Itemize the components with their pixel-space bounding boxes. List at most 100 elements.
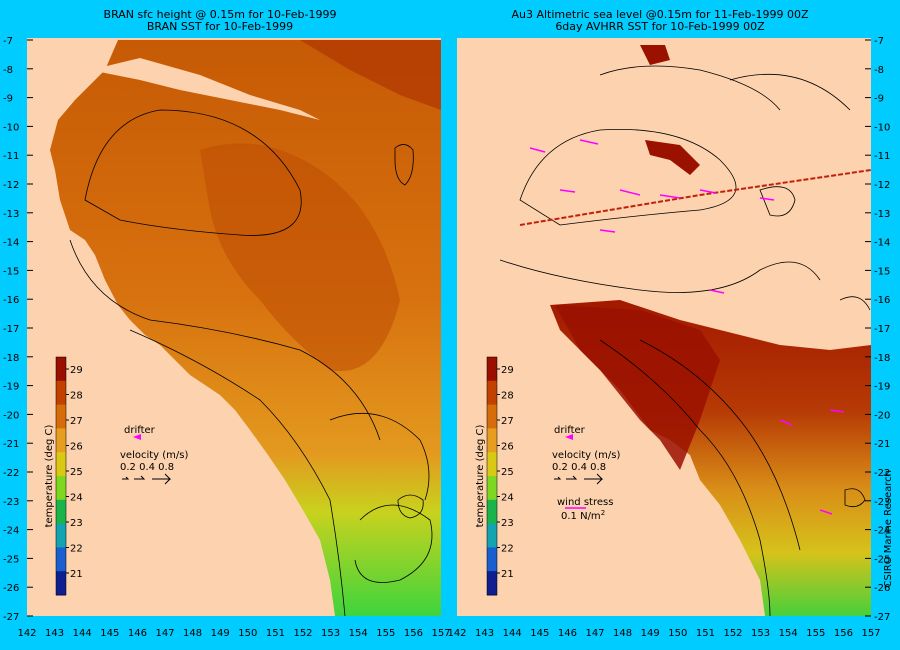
lat-tick-label-left: -18 <box>3 353 19 364</box>
colorbar-right-tick-label: 21 <box>501 569 514 580</box>
lon-tick-label: 156 <box>404 628 423 639</box>
lat-tick-label-left: -21 <box>3 439 19 450</box>
colorbar-right-swatch <box>487 452 497 477</box>
drifter-label-right: drifter <box>554 425 586 436</box>
colorbar-left-swatch <box>56 404 66 429</box>
colorbar-left-swatch <box>56 547 66 572</box>
wind-stress-value: 0.1 N/m2 <box>561 509 605 522</box>
left-ocean-sst <box>50 40 441 616</box>
left-hot-patch <box>300 40 441 110</box>
colorbar-right-swatch <box>487 523 497 548</box>
lat-tick-label-right: -11 <box>874 151 890 162</box>
lat-tick-label-left: -19 <box>3 382 19 393</box>
colorbar-right-outline <box>486 356 498 596</box>
lat-tick-label-right: -21 <box>874 439 890 450</box>
left-map-panel <box>27 38 441 617</box>
velocity-values-right: 0.2 0.4 0.8 <box>552 462 606 473</box>
lat-tick-label-right: -10 <box>874 122 890 133</box>
colorbar-right-label: temperature (deg C) <box>475 424 486 527</box>
lat-tick-label-left: -13 <box>3 209 19 220</box>
lon-tick-label: 145 <box>100 628 119 639</box>
colorbar-left-swatch <box>56 499 66 525</box>
left-png-land <box>90 58 320 120</box>
colorbar-left-label: temperature (deg C) <box>44 424 55 527</box>
colorbar-right-tick-label: 26 <box>501 442 514 453</box>
lat-tick-label-left: -25 <box>3 554 19 565</box>
colorbar-left-outline <box>55 356 67 596</box>
wind-vectors <box>529 139 845 515</box>
colorbar-right-swatch <box>487 380 497 406</box>
lat-tick-label-left: -17 <box>3 324 19 335</box>
left-warm-ring <box>200 143 400 372</box>
drifter-icon-right <box>565 434 573 440</box>
colorbar-left-tick-label: 25 <box>70 467 83 478</box>
lon-tick-label: 155 <box>806 628 825 639</box>
lon-tick-label: 151 <box>696 628 715 639</box>
lon-tick-label: 154 <box>779 628 798 639</box>
colorbar-right: 29 28 27 26 25 24 23 22 21 temperature (deg C) <box>475 356 514 596</box>
left-title-line1: BRAN sfc height @ 0.15m for 10-Feb-1999 <box>103 8 337 21</box>
lon-tick-label: 157 <box>861 628 880 639</box>
lat-tick-label-right: -20 <box>874 410 890 421</box>
colorbar-left-swatch <box>56 452 66 477</box>
colorbar-left-swatch <box>56 476 66 501</box>
lon-tick-label: 156 <box>834 628 853 639</box>
lon-tick-label: 150 <box>238 628 257 639</box>
colorbar-left-swatch <box>56 571 66 596</box>
lat-tick-label-right: -9 <box>874 94 884 105</box>
lon-tick-label: 155 <box>376 628 395 639</box>
lon-tick-label: 153 <box>751 628 770 639</box>
lat-tick-label-right: -8 <box>874 65 884 76</box>
colorbar-right-swatch <box>487 547 497 572</box>
lon-tick-label: 145 <box>530 628 549 639</box>
lon-tick-label: 143 <box>475 628 494 639</box>
left-contours <box>69 109 433 617</box>
lat-tick-label-left: -12 <box>3 180 19 191</box>
colorbar-left-tick-label: 27 <box>70 416 83 427</box>
longitude-tick-labels-right: 142 143 144 145 146 147 148 149 150 151 152 153 154 1… <box>447 628 880 639</box>
colorbar-right-tick-label: 29 <box>501 365 514 376</box>
colorbar-right-swatch <box>487 428 497 453</box>
lon-tick-label: 151 <box>266 628 285 639</box>
lat-tick-label-left: -24 <box>3 526 19 537</box>
lat-tick-label-right: -16 <box>874 295 890 306</box>
right-title-line1: Au3 Altimetric sea level @0.15m for 11-F… <box>511 8 809 21</box>
lon-tick-label: 152 <box>293 628 312 639</box>
lat-tick-label-left: -11 <box>3 151 19 162</box>
colorbar-left-tick-label: 29 <box>70 365 83 376</box>
right-title-line2: 6day AVHRR SST for 10-Feb-1999 00Z <box>555 20 765 33</box>
colorbar-left: 29 28 27 26 25 24 23 22 21 temperature (deg C) <box>44 356 83 596</box>
lat-tick-label-left: -26 <box>3 583 19 594</box>
lon-tick-label: 144 <box>503 628 522 639</box>
colorbar-right-tick-label: 27 <box>501 416 514 427</box>
lat-tick-label-right: -13 <box>874 209 890 220</box>
lat-tick-label-left: -23 <box>3 497 19 508</box>
lat-tick-label-right: -23 <box>874 497 890 508</box>
colorbar-left-swatch <box>56 523 66 548</box>
lat-tick-label-left: -27 <box>3 612 19 623</box>
drifter-icon-left <box>133 434 141 440</box>
lat-tick-label-right: -7 <box>874 36 884 47</box>
lon-tick-label: 148 <box>183 628 202 639</box>
lat-tick-label-right: -25 <box>874 554 890 565</box>
ship-track <box>519 169 872 226</box>
right-hot-core <box>555 305 720 470</box>
lat-tick-label-right: -19 <box>874 382 890 393</box>
lat-tick-label-left: -22 <box>3 468 19 479</box>
lon-tick-label: 149 <box>641 628 660 639</box>
colorbar-left-tick-label: 22 <box>70 544 83 555</box>
velocity-values-left: 0.2 0.4 0.8 <box>120 462 174 473</box>
colorbar-right-tick-label: 22 <box>501 544 514 555</box>
velocity-label-right: velocity (m/s) <box>552 450 620 461</box>
colorbar-right-swatch <box>487 476 497 501</box>
legend-right: drifter velocity (m/s) 0.2 0.4 0.8 wind … <box>552 425 620 522</box>
colorbar-left-tick-label: 26 <box>70 442 83 453</box>
right-map-panel <box>457 38 872 617</box>
lat-tick-label-left: -9 <box>3 94 13 105</box>
lat-tick-label-right: -24 <box>874 526 890 537</box>
lat-tick-label-left: -8 <box>3 65 13 76</box>
lon-tick-label: 147 <box>585 628 604 639</box>
right-png-hot <box>645 140 700 175</box>
